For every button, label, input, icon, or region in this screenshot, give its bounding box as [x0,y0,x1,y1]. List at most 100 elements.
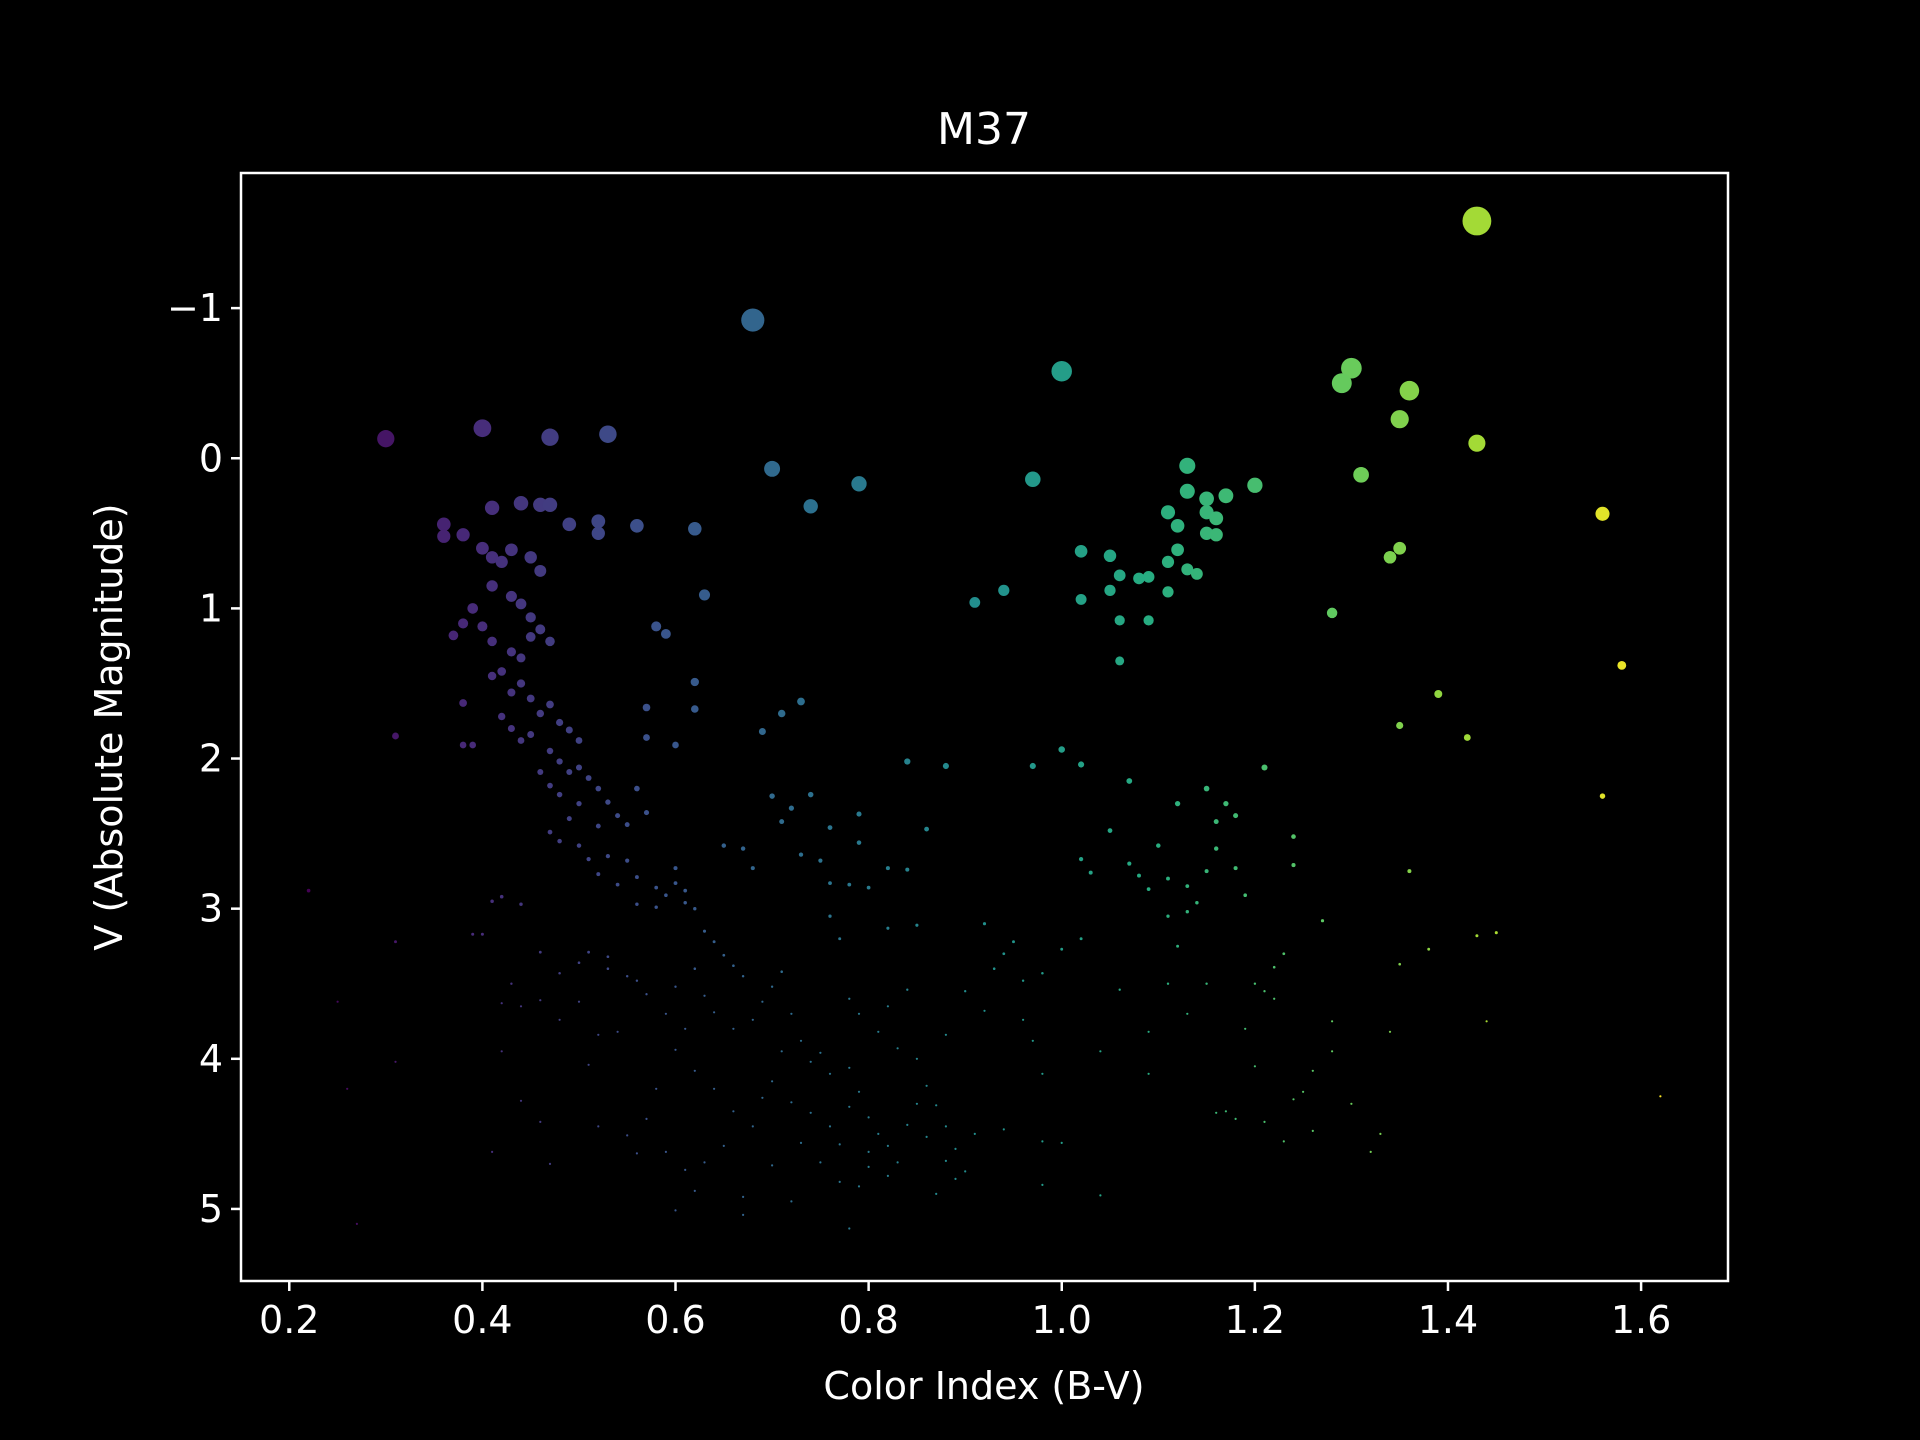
data-point [480,932,484,936]
data-point [1462,206,1492,236]
data-point [838,937,842,941]
y-tick-label: 2 [199,737,223,781]
data-point [1659,1095,1662,1098]
data-point [906,988,909,991]
data-point [562,517,577,532]
data-point [1234,1117,1237,1120]
data-point [1041,1072,1044,1075]
y-axis: −1 0 1 2 3 4 5 [167,286,241,1231]
data-point [661,629,671,639]
data-point [634,785,640,792]
data-point [575,737,583,744]
data-point [1434,690,1443,698]
data-point [758,728,766,735]
data-point [1174,800,1181,807]
data-point [797,697,805,706]
y-tick-label: 3 [199,887,223,931]
y-tick-label: 0 [199,436,223,480]
data-point [1126,778,1133,784]
data-point [490,899,494,903]
data-point [1078,856,1084,862]
data-point [1160,505,1176,520]
data-point [1213,819,1219,825]
data-point [1353,466,1369,483]
data-point [547,782,553,789]
data-point [886,1174,890,1177]
data-point [1104,584,1116,597]
data-point [803,499,818,514]
data-point [526,694,535,703]
data-point [983,1009,986,1012]
data-point [848,1227,851,1230]
data-point [848,1105,851,1108]
data-point [905,867,910,872]
data-point [761,1000,764,1003]
data-point [537,769,544,775]
data-point [969,596,981,608]
data-point [877,1132,880,1135]
data-point [1302,1090,1305,1093]
data-point [535,624,546,635]
data-point [1311,1069,1314,1072]
data-point [548,1162,552,1165]
data-point [655,1087,658,1090]
data-point [1179,483,1195,499]
data-point [616,1030,619,1033]
data-point [838,1180,841,1183]
data-point [848,1066,851,1069]
data-point [635,1152,639,1155]
data-point [519,1005,523,1008]
data-point [1261,764,1268,771]
data-point [525,632,536,642]
data-point [828,1125,832,1128]
data-point [1115,656,1125,666]
data-point [691,705,699,713]
data-point [556,758,563,765]
data-point [1331,373,1352,394]
data-point [377,430,395,448]
data-point [1291,863,1296,868]
data-point [867,1116,870,1119]
data-point [799,1141,803,1144]
data-point [556,791,563,798]
data-point [595,785,602,792]
data-point [487,636,497,647]
data-point [585,775,592,781]
data-point [546,700,554,709]
data-point [507,724,515,733]
y-tick-label: 4 [199,1037,223,1081]
data-point [1029,762,1036,770]
data-point [467,603,479,614]
data-point [1485,1020,1488,1023]
scatter-points [306,206,1662,1230]
data-point [732,964,735,967]
data-point [1143,615,1154,626]
data-point [1247,477,1263,493]
y-tick-label: 1 [199,586,223,630]
data-point [1088,870,1093,875]
data-point [856,840,862,845]
data-point [1223,800,1229,807]
data-point [740,846,746,851]
data-point [944,1125,948,1128]
data-point [517,737,525,744]
data-point [1156,843,1161,848]
data-point [674,1209,677,1212]
data-point [1113,569,1126,582]
data-point [1233,866,1238,871]
x-tick-label: 1.4 [1418,1298,1478,1342]
data-point [476,541,489,555]
data-point [1114,615,1125,626]
data-point [1025,471,1041,488]
data-point [566,816,572,822]
data-point [1475,934,1479,938]
data-point [1181,563,1194,576]
data-point [683,888,688,893]
data-point [519,902,523,906]
data-point [1166,982,1170,985]
data-point [1147,1072,1150,1075]
data-point [577,961,581,965]
data-point [1199,491,1214,507]
y-tick-label: 5 [199,1187,223,1231]
data-point [643,734,650,741]
